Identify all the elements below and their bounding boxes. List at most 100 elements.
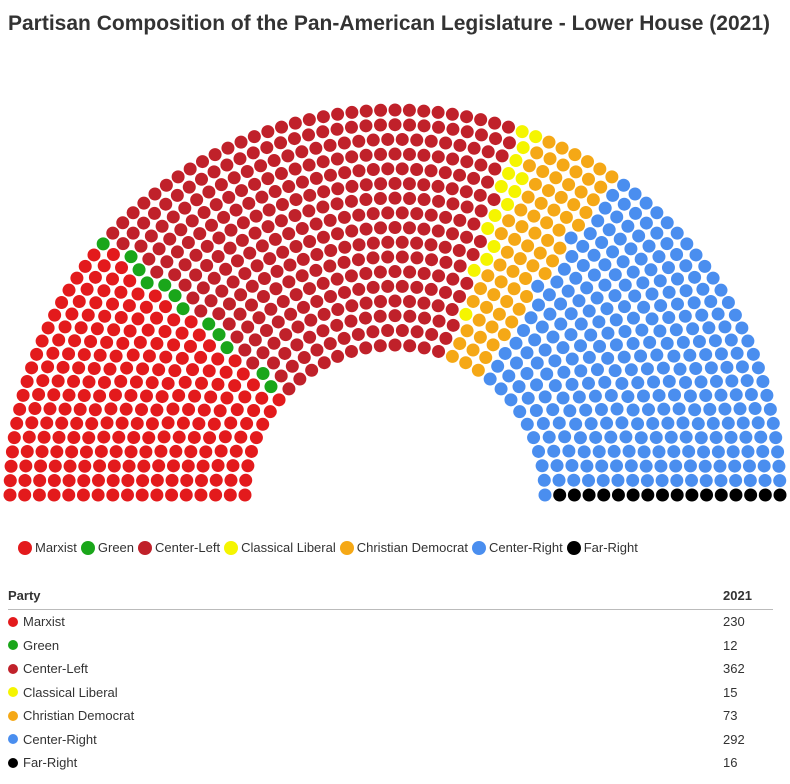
legend-item[interactable]: Center-Left <box>138 540 220 555</box>
seat-center-right <box>751 361 765 375</box>
seat-center-left <box>351 253 365 267</box>
seat-marxist <box>55 416 69 430</box>
seat-center-left <box>366 280 380 294</box>
seat-marxist <box>176 416 190 430</box>
seat-marxist <box>58 320 72 334</box>
seat-center-left <box>246 356 260 370</box>
table-row: Christian Democrat 73 <box>8 704 773 728</box>
seat-center-right <box>527 431 541 445</box>
legend-item[interactable]: Center-Right <box>472 540 563 555</box>
seat-center-right <box>576 259 590 273</box>
seat-marxist <box>145 376 159 390</box>
seat-center-right <box>640 474 654 488</box>
seat-center-right <box>728 308 742 322</box>
seat-center-right <box>610 459 624 473</box>
seat-center-right <box>743 473 757 487</box>
seat-christian-democrat <box>508 232 522 246</box>
seat-center-left <box>453 259 467 273</box>
seat-center-left <box>305 363 319 377</box>
seat-center-left <box>268 185 282 199</box>
seat-center-left <box>366 251 380 265</box>
seat-marxist <box>78 459 92 473</box>
seat-center-left <box>267 154 281 168</box>
seat-center-left <box>410 325 424 339</box>
seat-christian-democrat <box>526 259 540 273</box>
seat-marxist <box>165 488 179 502</box>
seat-marxist <box>30 347 44 361</box>
seat-marxist <box>58 402 72 416</box>
seat-marxist <box>79 445 93 459</box>
seat-center-left <box>388 221 402 234</box>
seat-center-right <box>706 416 720 430</box>
seat-christian-democrat <box>581 155 594 169</box>
legend-item[interactable]: Marxist <box>18 540 77 555</box>
table-row: Classical Liberal 15 <box>8 681 773 705</box>
seat-center-left <box>330 318 344 332</box>
seat-center-right <box>563 404 577 418</box>
seat-center-left <box>431 179 445 193</box>
seat-marxist <box>238 390 252 404</box>
seat-christian-democrat <box>528 177 542 191</box>
seat-center-left <box>467 141 481 155</box>
seat-center-left <box>381 250 395 264</box>
seat-center-right <box>670 473 684 487</box>
chart-title: Partisan Composition of the Pan-American… <box>8 12 770 35</box>
seat-center-right <box>565 377 579 391</box>
seat-center-right <box>483 372 497 386</box>
seat-center-left <box>295 269 309 283</box>
seat-center-left <box>196 281 210 295</box>
seat-marxist <box>20 444 34 458</box>
seat-far-right <box>567 488 581 502</box>
seat-marxist <box>150 473 164 487</box>
seat-center-right <box>598 278 612 292</box>
seat-christian-democrat <box>547 203 561 217</box>
seat-center-left <box>254 159 268 173</box>
seat-christian-democrat <box>500 245 514 259</box>
seat-marxist <box>186 363 200 377</box>
seat-center-left <box>388 103 402 117</box>
legend-item[interactable]: Christian Democrat <box>339 540 468 555</box>
seat-center-left <box>417 341 431 355</box>
seat-center-left <box>432 344 446 358</box>
legend-item[interactable]: Far-Right <box>566 540 638 555</box>
seat-center-left <box>460 276 474 290</box>
seat-christian-democrat <box>494 275 508 289</box>
seat-center-right <box>699 348 713 362</box>
seat-center-right <box>724 333 738 347</box>
seat-green <box>168 289 182 303</box>
seat-center-left <box>271 315 285 329</box>
seat-center-left <box>288 116 302 130</box>
seat-center-left <box>226 275 240 289</box>
seat-marxist <box>103 362 117 376</box>
seat-marxist <box>98 309 112 323</box>
legend-item[interactable]: Green <box>80 540 135 555</box>
seat-center-left <box>219 262 233 276</box>
seat-center-right <box>646 416 660 430</box>
seat-center-left <box>256 346 270 360</box>
seat-center-right <box>548 354 562 368</box>
seat-marxist <box>77 348 91 362</box>
seat-center-left <box>446 318 460 332</box>
seat-marxist <box>91 473 105 487</box>
seat-marxist <box>41 360 55 374</box>
seat-center-left <box>183 162 197 176</box>
seat-center-left <box>302 113 316 127</box>
seat-christian-democrat <box>473 330 487 344</box>
seat-center-right <box>637 300 651 314</box>
table-row: Center-Left 362 <box>8 657 773 681</box>
seat-marxist <box>195 376 208 390</box>
seat-center-left <box>116 237 130 251</box>
seat-count: 12 <box>723 637 738 653</box>
seat-center-right <box>564 307 578 321</box>
seat-far-right <box>744 488 758 502</box>
seat-center-left <box>345 224 359 238</box>
legend-label: Green <box>97 540 135 555</box>
seat-center-left <box>403 191 417 205</box>
seat-center-right <box>582 350 596 364</box>
seat-center-left <box>259 324 273 337</box>
seat-marxist <box>139 445 153 459</box>
legend-item[interactable]: Classical Liberal <box>224 540 336 555</box>
seat-center-left <box>388 309 402 323</box>
seat-center-left <box>374 103 388 117</box>
seat-marxist <box>209 488 223 502</box>
